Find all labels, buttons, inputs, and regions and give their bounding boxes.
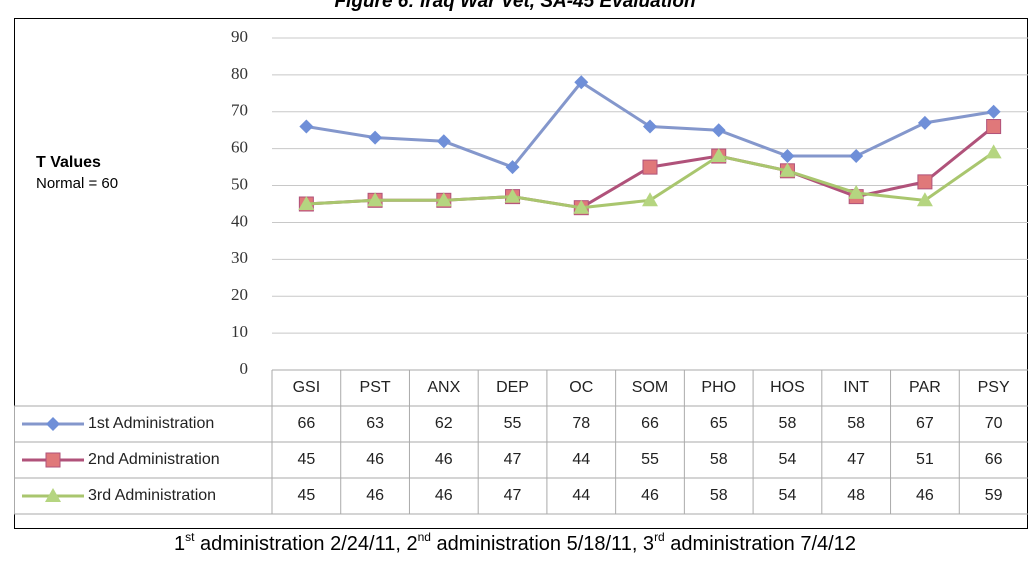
x-tick-label: PSY [978, 379, 1010, 396]
table-value: 66 [641, 415, 659, 432]
table-value: 66 [985, 451, 1003, 468]
table-value: 58 [710, 487, 728, 504]
x-tick-label: SOM [632, 379, 668, 396]
x-tick-label: PHO [701, 379, 736, 396]
table-value: 44 [572, 451, 590, 468]
table-value: 65 [710, 415, 728, 432]
chart-title: Figure 6: Iraq War Vet, SA-45 Evaluation [334, 0, 695, 12]
table-value: 46 [366, 487, 384, 504]
marker [711, 123, 726, 138]
marker [435, 192, 452, 207]
marker [367, 192, 384, 207]
x-tick-label: PST [360, 379, 391, 396]
legend-marker [46, 417, 60, 431]
y-sublabel: Normal = 60 [36, 175, 118, 192]
caption-part: 1 [174, 533, 185, 555]
y-tick-label: 20 [231, 285, 248, 304]
y-tick-label: 70 [231, 101, 248, 120]
table-value: 46 [435, 487, 453, 504]
table-value: 59 [985, 487, 1003, 504]
table-value: 62 [435, 415, 453, 432]
y-tick-label: 90 [231, 27, 248, 46]
marker [849, 149, 864, 164]
y-tick-label: 80 [231, 64, 248, 83]
marker [986, 104, 1001, 119]
marker [710, 148, 727, 163]
marker [642, 159, 658, 175]
x-tick-label: PAR [909, 379, 941, 396]
y-tick-label: 10 [231, 322, 248, 341]
caption-part: rd [654, 530, 665, 544]
table-value: 66 [297, 415, 315, 432]
legend-label: 2nd Administration [88, 451, 220, 468]
table-value: 45 [297, 451, 315, 468]
marker [643, 119, 657, 134]
caption-part: administration 5/18/11, 3 [431, 533, 654, 555]
legend-label: 1st Administration [88, 415, 214, 432]
y-tick-label: 60 [231, 138, 248, 157]
legend-marker [45, 452, 61, 468]
marker [848, 184, 865, 199]
marker [986, 119, 1002, 135]
table-value: 47 [504, 487, 522, 504]
table-value: 58 [847, 415, 865, 432]
table-value: 44 [572, 487, 590, 504]
marker [985, 144, 1002, 159]
table-value: 47 [847, 451, 865, 468]
x-tick-label: GSI [293, 379, 321, 396]
marker [917, 174, 933, 190]
marker [574, 75, 589, 90]
table-value: 70 [985, 415, 1003, 432]
table-value: 63 [366, 415, 384, 432]
legend-label: 3rd Administration [88, 487, 216, 504]
table-value: 54 [779, 451, 797, 468]
marker [436, 134, 451, 149]
table-value: 51 [916, 451, 934, 468]
table-value: 46 [435, 451, 453, 468]
x-tick-label: HOS [770, 379, 805, 396]
caption-part: administration 2/24/11, 2 [194, 533, 417, 555]
table-value: 46 [916, 487, 934, 504]
marker [916, 192, 933, 207]
table-value: 67 [916, 415, 934, 432]
x-tick-label: ANX [427, 379, 460, 396]
marker [642, 192, 658, 207]
marker [780, 149, 795, 164]
table-value: 47 [504, 451, 522, 468]
caption-part: st [185, 530, 195, 544]
table-value: 58 [710, 451, 728, 468]
marker [505, 160, 520, 175]
table-value: 78 [572, 415, 590, 432]
y-tick-label: 50 [231, 174, 248, 193]
table-value: 46 [641, 487, 659, 504]
marker [779, 162, 796, 177]
marker [504, 188, 521, 203]
y-tick-label: 40 [231, 211, 248, 230]
marker [368, 130, 383, 145]
y-tick-label: 30 [231, 248, 248, 267]
marker [299, 119, 314, 134]
x-tick-label: DEP [496, 379, 529, 396]
caption: 1st administration 2/24/11, 2nd administ… [174, 530, 856, 555]
caption-part: nd [418, 530, 431, 544]
y-label: T Values [36, 154, 101, 171]
x-tick-label: OC [569, 379, 593, 396]
table-value: 55 [504, 415, 522, 432]
x-tick-label: INT [843, 379, 869, 396]
marker [917, 115, 932, 130]
marker [298, 196, 315, 210]
table-value: 58 [779, 415, 797, 432]
frame [14, 18, 1028, 529]
y-tick-label: 0 [240, 359, 249, 378]
marker [573, 199, 590, 214]
table-value: 54 [779, 487, 797, 504]
table-value: 46 [366, 451, 384, 468]
table-value: 45 [297, 487, 315, 504]
table-value: 55 [641, 451, 659, 468]
caption-part: administration 7/4/12 [665, 533, 856, 555]
table-value: 48 [847, 487, 865, 504]
legend-marker [45, 488, 61, 502]
